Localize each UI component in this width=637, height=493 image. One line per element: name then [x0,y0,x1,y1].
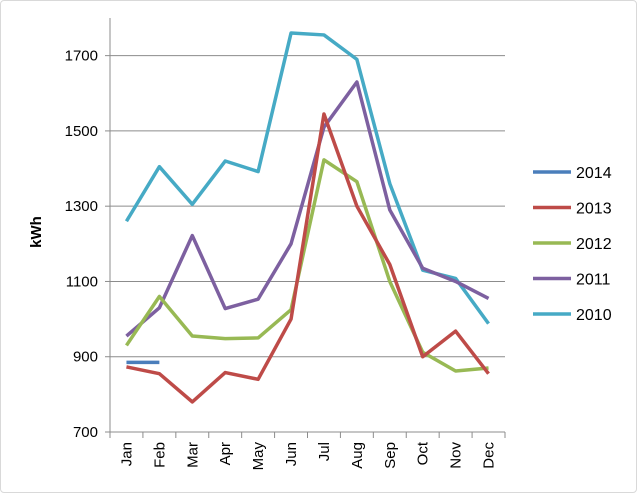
gridlines [110,55,505,358]
y-tick-label: 900 [73,349,98,366]
x-tick-label: Apr [217,442,234,465]
x-tick-label: Feb [151,442,168,468]
x-tick-label: Nov [448,442,465,469]
x-tick-label: Sep [382,442,399,469]
x-tick-label: Oct [415,441,432,465]
y-tick-labels: 700 900 1100 1300 1500 1700 [65,48,98,441]
series-lines [124,31,490,404]
y-axis-label: kWh [28,216,45,248]
x-tick-label: Dec [481,442,498,469]
legend-label-2010: 2010 [576,307,612,324]
x-tick-labels: Jan Feb Mar Apr May Jun Jul Aug Sep Oct Nov Dec [118,441,497,470]
series-line-2010 [124,31,490,325]
legend-label-2011: 2011 [576,272,611,289]
series-line-2011 [125,80,490,338]
y-tick-label: 1100 [66,273,98,290]
y-tick-label: 1500 [65,123,98,140]
y-tick-label: 1700 [65,48,98,65]
x-tick-label: Jan [118,442,135,466]
x-tick-label: Jul [316,442,333,461]
legend-label-2013: 2013 [576,201,612,218]
x-tick-label: Jun [283,442,300,466]
series-line-2012 [125,158,489,373]
y-tick-label: 1300 [65,198,98,215]
series-line-2013 [126,112,490,404]
x-tick-label: Aug [349,442,366,469]
legend-label-2012: 2012 [576,236,612,253]
x-tick-label: May [250,442,267,471]
legend-label-2014: 2014 [576,165,612,182]
axes [105,18,506,438]
x-tick-label: Mar [184,442,201,468]
legend: 2014 2013 2012 2011 2010 [533,165,612,324]
y-tick-label: 700 [73,424,98,441]
